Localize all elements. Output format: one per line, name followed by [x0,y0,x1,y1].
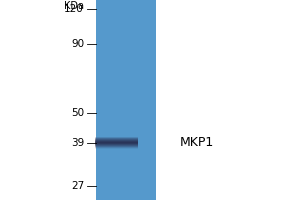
Bar [96,0,156,200]
Text: 39: 39 [71,138,84,148]
Bar [94,137,138,138]
Bar [94,143,138,144]
Text: KDa: KDa [64,1,84,11]
Bar [94,145,138,146]
Bar [94,142,138,143]
Bar [94,144,138,145]
Bar [94,139,138,140]
Bar [94,138,138,139]
Text: 90: 90 [71,39,84,49]
Text: 27: 27 [71,181,84,191]
Text: MKP1: MKP1 [180,136,214,149]
Bar [94,141,138,142]
Bar [94,147,138,148]
Bar [94,140,138,141]
Text: 120: 120 [64,4,84,14]
Text: 50: 50 [71,108,84,118]
Bar [94,148,138,149]
Bar [94,146,138,147]
